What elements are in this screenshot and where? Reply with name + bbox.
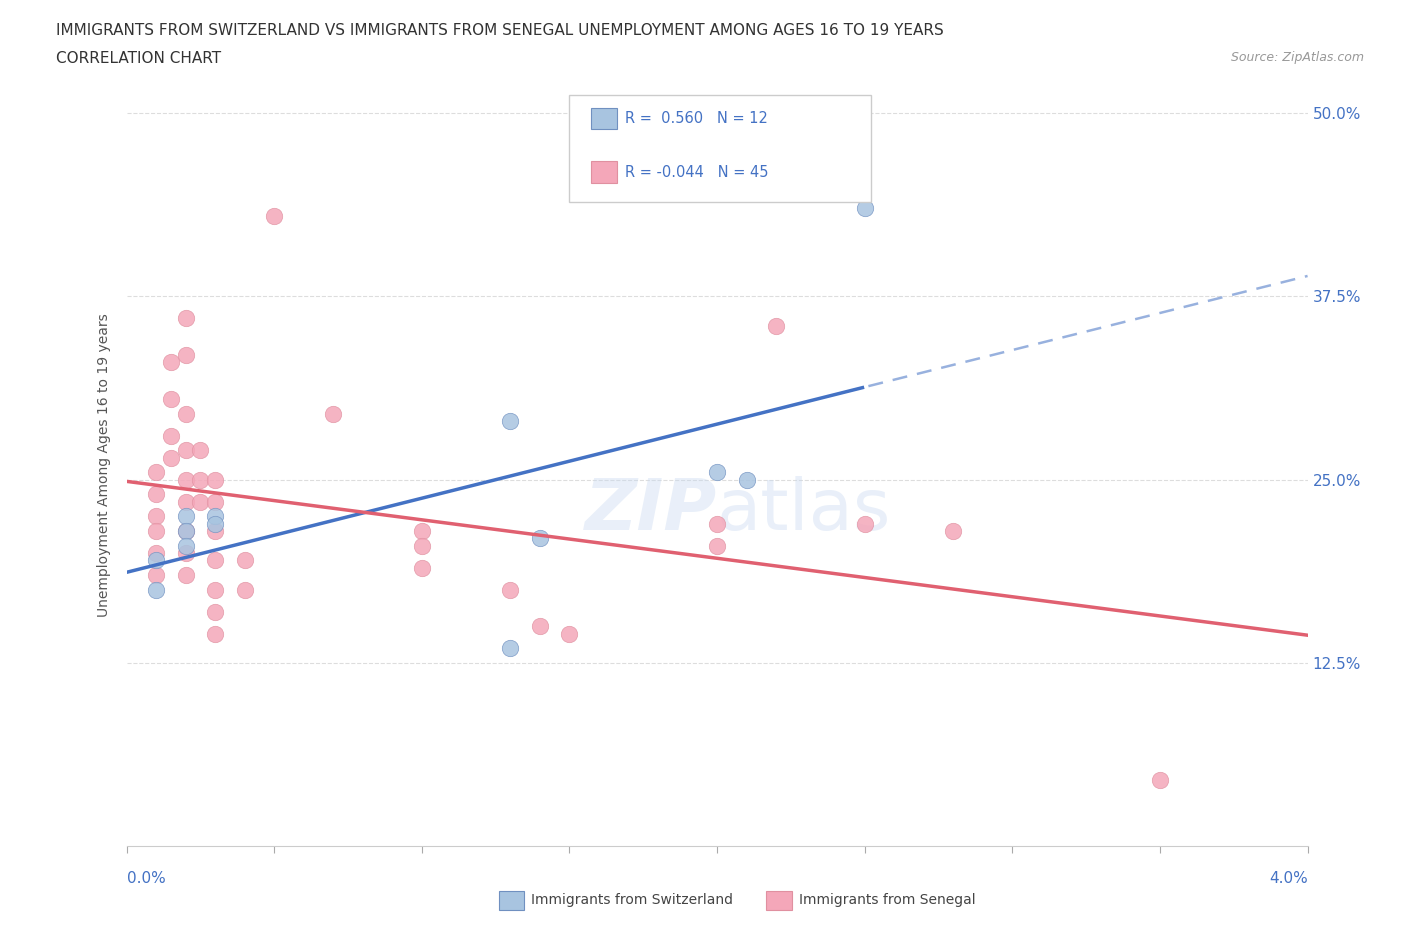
Text: ZIP: ZIP [585,476,717,545]
Point [145,546,167,561]
Point [174,524,197,538]
Point [499,641,522,656]
Point [233,553,256,568]
Point [411,560,433,575]
Bar [591,108,617,129]
Point [529,531,551,546]
Point [322,406,344,421]
Point [145,524,167,538]
Y-axis label: Unemployment Among Ages 16 to 19 years: Unemployment Among Ages 16 to 19 years [97,313,111,617]
Point [263,208,285,223]
Point [145,567,167,582]
Text: 0.0%: 0.0% [127,871,166,886]
Point [853,516,876,531]
Point [706,516,728,531]
Point [160,355,183,370]
Point [174,311,197,325]
Point [145,509,167,524]
Point [160,450,183,465]
Point [1149,773,1171,788]
Point [174,538,197,553]
Point [204,494,226,509]
Point [204,604,226,619]
Text: CORRELATION CHART: CORRELATION CHART [56,51,221,66]
Point [204,626,226,641]
Point [174,406,197,421]
Point [188,443,211,458]
Point [204,472,226,487]
Point [853,201,876,216]
Point [145,465,167,480]
Point [499,414,522,429]
Text: IMMIGRANTS FROM SWITZERLAND VS IMMIGRANTS FROM SENEGAL UNEMPLOYMENT AMONG AGES 1: IMMIGRANTS FROM SWITZERLAND VS IMMIGRANT… [56,23,943,38]
Point [558,626,581,641]
Point [204,582,226,597]
Text: Immigrants from Switzerland: Immigrants from Switzerland [531,893,734,908]
Text: Source: ZipAtlas.com: Source: ZipAtlas.com [1230,51,1364,64]
Point [529,618,551,633]
Point [204,516,226,531]
Point [174,546,197,561]
Point [145,553,167,568]
Point [160,392,183,406]
Point [174,567,197,582]
Point [233,582,256,597]
Point [735,472,758,487]
Point [204,509,226,524]
Point [188,472,211,487]
Point [411,524,433,538]
Point [499,582,522,597]
Point [765,318,787,333]
Bar [591,162,617,183]
Point [706,538,728,553]
Point [174,509,197,524]
Text: R =  0.560   N = 12: R = 0.560 N = 12 [624,112,768,126]
Point [145,582,167,597]
Point [174,443,197,458]
Point [174,348,197,363]
Text: atlas: atlas [717,476,891,545]
Point [706,465,728,480]
FancyBboxPatch shape [569,95,870,202]
Text: R = -0.044   N = 45: R = -0.044 N = 45 [624,165,769,179]
Point [145,487,167,502]
Point [942,524,965,538]
Point [174,494,197,509]
Point [174,472,197,487]
Point [160,428,183,443]
Point [188,494,211,509]
Point [411,538,433,553]
Point [204,553,226,568]
Point [204,524,226,538]
Text: 4.0%: 4.0% [1268,871,1308,886]
Point [174,524,197,538]
Text: Immigrants from Senegal: Immigrants from Senegal [799,893,976,908]
